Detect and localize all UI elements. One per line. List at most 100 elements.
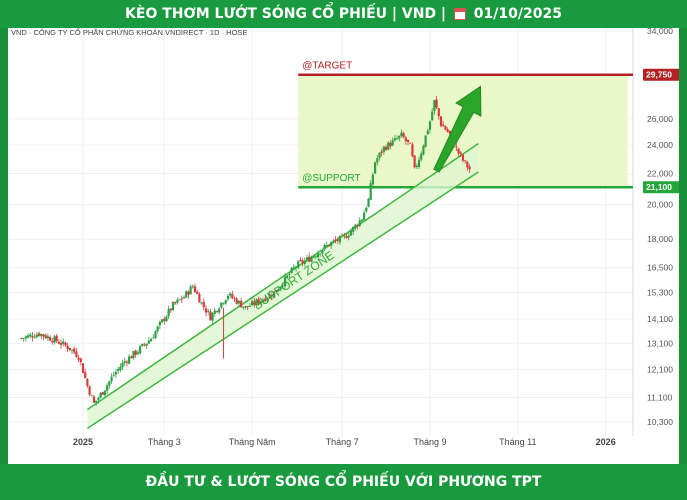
candle-down	[51, 340, 54, 343]
y-tick-label: 24,000	[647, 140, 673, 150]
candle-up	[290, 267, 293, 274]
candle-down	[257, 298, 260, 304]
candle-up	[185, 291, 188, 298]
candle-up	[22, 338, 25, 339]
candle-down	[299, 260, 302, 262]
channel-upper-line	[86, 143, 479, 411]
candle-up	[431, 111, 434, 121]
candle-up	[40, 333, 43, 337]
candle-up	[165, 316, 168, 322]
candle-down	[174, 302, 177, 304]
header-banner: KÈO THƠM LƯỚT SÓNG CỔ PHIẾU | VND | 01/1…	[0, 0, 687, 28]
candle-up	[391, 140, 394, 146]
y-tick-label: 22,000	[647, 169, 673, 179]
x-tick-label: Tháng 3	[148, 437, 181, 447]
candle-down	[402, 133, 405, 138]
candle-up	[167, 308, 170, 317]
x-tick-label: Tháng 9	[413, 437, 446, 447]
candle-up	[26, 335, 30, 338]
candle-down	[327, 245, 331, 247]
candle-down	[341, 234, 344, 236]
candle-down	[101, 392, 104, 395]
candle-up	[97, 397, 100, 401]
candle-up	[393, 138, 396, 141]
candle-down	[48, 337, 52, 341]
candle-down	[389, 142, 392, 147]
candle-down	[187, 291, 190, 295]
candle-down	[442, 124, 445, 127]
candle-up	[178, 299, 181, 301]
candle-up	[29, 334, 32, 337]
candle-down	[37, 333, 41, 336]
candle-up	[292, 267, 295, 269]
candle-down	[437, 108, 440, 117]
candle-down	[193, 286, 197, 293]
footer-text: ĐẦU TƯ & LƯỚT SÓNG CỔ PHIẾU VỚI PHƯƠNG T…	[145, 474, 542, 490]
candle-up	[141, 343, 144, 347]
candle-up	[297, 261, 300, 268]
candle-up	[360, 219, 364, 222]
candle-down	[439, 116, 443, 126]
candle-down	[336, 239, 339, 241]
candle-up	[338, 235, 342, 243]
candle-up	[189, 286, 192, 295]
candle-up	[90, 395, 93, 397]
candle-down	[77, 357, 80, 360]
candle-up	[176, 299, 179, 303]
candle-up	[316, 253, 320, 258]
candle-down	[134, 350, 137, 355]
target-price-tag	[643, 68, 679, 81]
candle-down	[75, 351, 78, 357]
candle-down	[334, 239, 337, 241]
candle-up	[354, 224, 357, 229]
y-tick-label: 12,100	[647, 364, 673, 374]
candle-up	[417, 159, 421, 167]
candle-down	[466, 161, 469, 168]
candle-up	[152, 337, 155, 339]
candle-down	[20, 338, 23, 339]
candle-up	[424, 135, 427, 147]
candle-down	[356, 225, 359, 227]
candle-up	[330, 241, 333, 246]
candle-down	[92, 396, 96, 403]
candle-up	[110, 376, 113, 382]
candle-up	[323, 245, 326, 250]
candle-down	[163, 318, 166, 321]
candle-down	[143, 344, 146, 346]
candle-down	[409, 142, 412, 144]
candle-up	[119, 367, 122, 371]
candle-up	[347, 235, 350, 238]
axes: 34,000 26,000 24,000 22,000 20,000 18,000 16,5…	[73, 28, 679, 447]
candle-up	[70, 349, 74, 351]
candle-down	[246, 306, 249, 308]
candle-up	[237, 300, 241, 304]
y-tick-label: 20,000	[647, 200, 673, 210]
candle-up	[261, 299, 265, 303]
y-tick-label: 13,100	[647, 338, 673, 348]
candle-down	[204, 308, 208, 313]
candle-up	[158, 322, 161, 326]
candle-up	[103, 390, 107, 396]
candle-down	[64, 342, 67, 346]
candle-up	[218, 308, 221, 313]
candle-down	[231, 294, 234, 299]
price-chart[interactable]: @TARGET@SUPPORT SUPPORT ZONE VND · CÔNG …	[8, 28, 679, 464]
candle-up	[286, 275, 289, 278]
candle-down	[435, 99, 438, 108]
candle-down	[42, 334, 45, 337]
candle-up	[428, 121, 432, 130]
candle-down	[88, 386, 91, 395]
candle-down	[404, 137, 407, 142]
candle-up	[294, 266, 298, 268]
candle-down	[270, 295, 273, 297]
candle-up	[229, 293, 232, 296]
candle-up	[108, 381, 111, 386]
y-tick-label: 26,000	[647, 114, 673, 124]
candle-down	[81, 363, 85, 374]
candle-up	[373, 162, 377, 174]
candle-down	[411, 144, 414, 157]
support-label: @SUPPORT	[302, 173, 360, 184]
candle-down	[86, 379, 89, 386]
candle-up	[352, 226, 355, 232]
candle-up	[123, 361, 126, 363]
